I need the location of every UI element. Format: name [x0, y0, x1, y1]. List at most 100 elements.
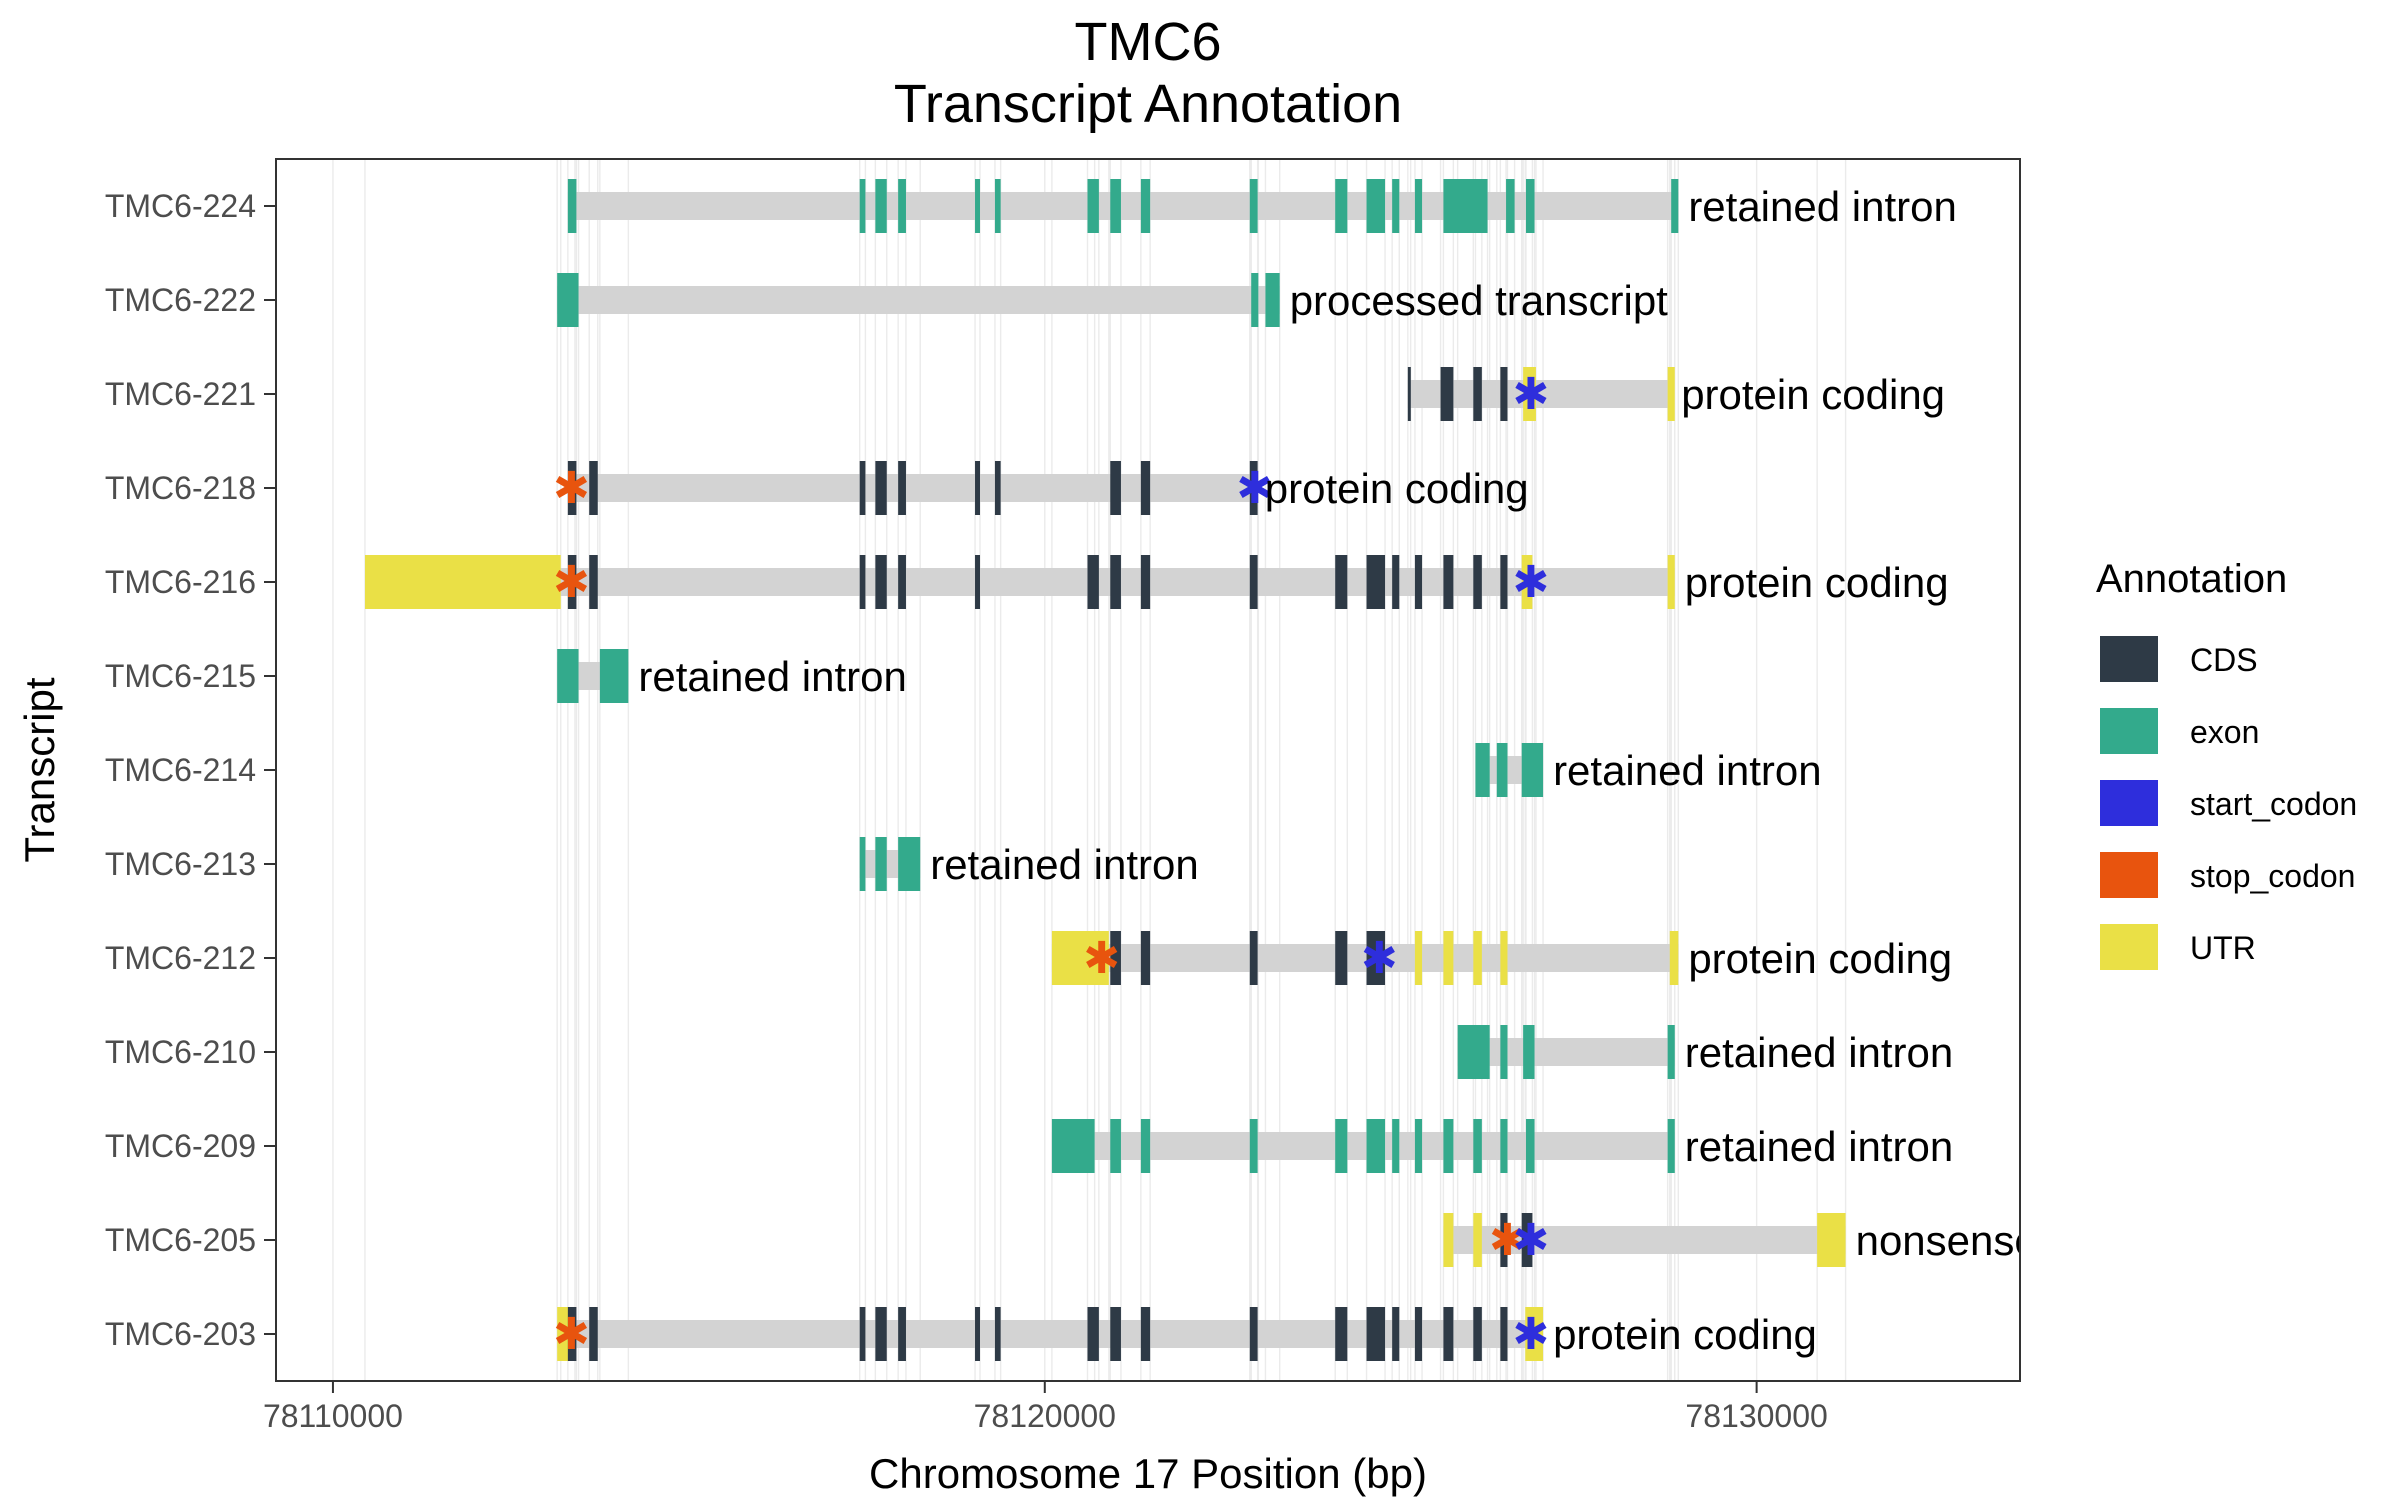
exon-block	[1671, 179, 1679, 233]
cds-block	[898, 555, 906, 609]
biotype-label: retained intron	[930, 841, 1199, 888]
cds-block	[1414, 555, 1423, 609]
transcript-track: ✱	[1407, 367, 1675, 421]
start-codon-marker: ✱	[1513, 369, 1550, 420]
cds-block	[589, 555, 598, 609]
legend: Annotation CDS exon start_codon stop_codon UT…	[2096, 557, 2357, 970]
biotype-label: processed transcript	[1290, 277, 1668, 324]
cds-block	[1414, 1307, 1423, 1361]
biotype-label: protein coding	[1553, 1311, 1817, 1358]
y-tick-label: TMC6-213	[105, 846, 256, 882]
biotype-label: protein coding	[1688, 935, 1952, 982]
y-tick-label: TMC6-221	[105, 376, 256, 412]
exon-block	[1140, 179, 1151, 233]
cds-block	[1392, 1307, 1400, 1361]
x-axis: 78110000 78120000 78130000	[263, 1381, 1828, 1434]
cds-block	[875, 461, 887, 515]
cds-block	[1110, 461, 1121, 515]
cds-block	[1366, 555, 1386, 609]
y-axis: TMC6-224 TMC6-222 TMC6-221 TMC6-218 TMC6-216…	[105, 188, 276, 1352]
cds-block	[1366, 1307, 1386, 1361]
cds-block	[1249, 555, 1258, 609]
biotype-label: retained intron	[638, 653, 907, 700]
legend-label: CDS	[2190, 642, 2258, 678]
utr-block	[1817, 1213, 1846, 1267]
cds-block	[1500, 555, 1508, 609]
transcript-track	[557, 273, 1280, 327]
y-tick-label: TMC6-215	[105, 658, 256, 694]
cds-block	[1110, 1307, 1121, 1361]
y-tick-label: TMC6-203	[105, 1316, 256, 1352]
cds-block	[994, 461, 1001, 515]
exon-block	[859, 179, 866, 233]
cds-block	[975, 461, 981, 515]
start-codon-marker: ✱	[1513, 1309, 1550, 1360]
exon-block	[1249, 1119, 1258, 1173]
exon-block	[1525, 179, 1535, 233]
utr-block	[1443, 931, 1454, 985]
intron-backbone	[567, 474, 1255, 502]
biotype-label: protein coding	[1681, 371, 1945, 418]
cds-block	[1335, 931, 1348, 985]
y-tick-label: TMC6-216	[105, 564, 256, 600]
intron-backbone	[1443, 1226, 1846, 1254]
cds-block	[1249, 931, 1258, 985]
utr-block	[1443, 1213, 1454, 1267]
cds-block	[589, 461, 598, 515]
utr-block	[1414, 931, 1423, 985]
intron-backbone	[567, 192, 1679, 220]
exon-block	[1496, 743, 1508, 797]
cds-block	[567, 461, 577, 515]
legend-label: exon	[2190, 714, 2259, 750]
legend-title: Annotation	[2096, 557, 2287, 601]
cds-block	[1249, 461, 1258, 515]
y-tick-label: TMC6-212	[105, 940, 256, 976]
y-axis-title: Transcript	[16, 677, 63, 862]
utr-block	[1473, 1213, 1482, 1267]
exon-block	[1521, 743, 1544, 797]
start-codon-marker: ✱	[1236, 463, 1273, 514]
exon-block	[1392, 1119, 1400, 1173]
y-tick-label: TMC6-205	[105, 1222, 256, 1258]
legend-label: start_codon	[2190, 786, 2357, 822]
y-tick-label: TMC6-218	[105, 470, 256, 506]
cds-block	[1140, 461, 1151, 515]
exon-block	[1140, 1119, 1151, 1173]
exon-block	[1051, 1119, 1095, 1173]
exon-block	[1110, 179, 1121, 233]
cds-block	[1140, 931, 1151, 985]
biotype-label: retained intron	[1688, 183, 1957, 230]
transcript-tracks: ✱✱ ✱✱ ✱✱ ✱✱✱✱ ✱	[364, 179, 1846, 1361]
exon-block	[1366, 179, 1386, 233]
intron-backbone	[1051, 944, 1679, 972]
exon-block	[1457, 1025, 1490, 1079]
utr-block	[1523, 367, 1536, 421]
transcript-track: ✱✱	[553, 1307, 1549, 1361]
start-codon-marker: ✱	[1513, 557, 1550, 608]
exon-block	[1525, 1119, 1535, 1173]
cds-block	[1392, 555, 1400, 609]
cds-block	[1087, 555, 1099, 609]
start-codon-marker: ✱	[1513, 1215, 1550, 1266]
cds-block	[1407, 367, 1411, 421]
utr-block	[1521, 555, 1533, 609]
utr-block	[1500, 931, 1508, 985]
exon-block	[1506, 179, 1515, 233]
exon-block	[1392, 179, 1400, 233]
legend-swatch	[2100, 924, 2158, 970]
cds-block	[975, 555, 981, 609]
transcript-track: ✱✱	[1443, 1213, 1846, 1267]
cds-block	[1473, 1307, 1482, 1361]
exon-block	[1500, 1025, 1508, 1079]
exon-block	[557, 273, 579, 327]
cds-block	[859, 1307, 866, 1361]
transcript-track	[1051, 1119, 1675, 1173]
exon-block	[1087, 179, 1099, 233]
cds-block	[1087, 1307, 1099, 1361]
transcript-track	[557, 649, 629, 703]
cds-block	[859, 461, 866, 515]
transcript-track	[859, 837, 921, 891]
utr-block	[1525, 1307, 1544, 1361]
x-axis-title: Chromosome 17 Position (bp)	[869, 1450, 1427, 1497]
